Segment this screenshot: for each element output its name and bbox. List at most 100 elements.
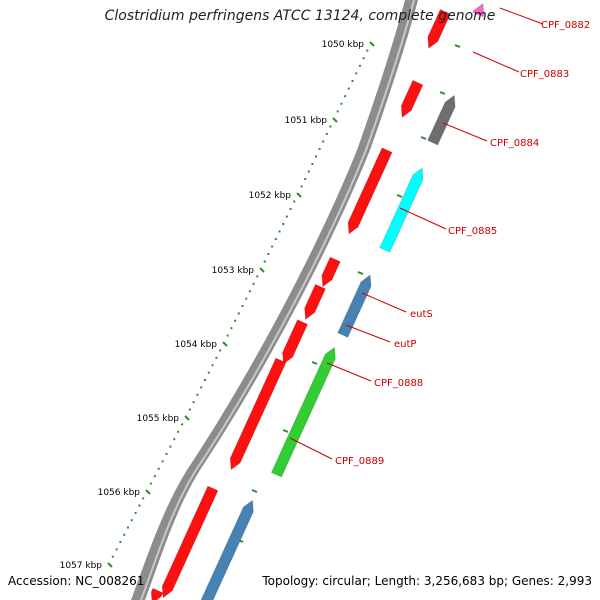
gene-arrow [400,79,424,119]
kbp-minor-tick [252,282,255,285]
kbp-minor-tick [237,312,240,315]
gene-label: CPF_0882 [541,20,590,31]
accession-text: Accession: NC_008261 [8,574,145,588]
label-leader [289,437,333,460]
kbp-minor-tick [188,408,191,411]
kbp-minor-tick [181,423,184,426]
kbp-minor-tick [344,95,347,98]
kbp-minor-tick [123,533,126,536]
gene-arrow [427,94,456,146]
kbp-minor-tick [173,438,176,441]
kbp-minor-tick [234,319,237,322]
kbp-label: 1051 kbp [285,116,328,126]
kbp-minor-tick [169,445,172,448]
gene-label: CPF_0888 [374,378,423,389]
kbp-minor-tick [207,371,210,374]
gene-arrow [379,167,424,253]
kbp-minor-tick [226,334,229,337]
kbp-minor-tick [157,467,160,470]
kbp-minor-tick [362,57,365,60]
kbp-minor-tick [285,215,288,218]
kbp-tick [222,341,228,347]
kbp-minor-tick [289,208,292,210]
label-leader [472,51,520,73]
backbone-highlight [140,0,415,600]
kbp-label: 1054 kbp [175,340,218,350]
kbp-minor-tick [282,223,285,225]
kbp-minor-tick [248,290,251,293]
kbp-minor-tick [355,72,358,75]
genome-backbone [131,0,418,600]
kbp-minor-tick [196,393,199,396]
kbp-minor-tick [149,482,152,485]
kbp-ruler: 1050 kbp 1051 kbp 1052 kbp 1053 kbp 1054 kbp… [60,40,461,571]
kbp-minor-tick [241,305,244,307]
gene-arrow [347,147,393,235]
gene-label: CPF_0885 [448,226,497,237]
kbp-tick [107,562,113,568]
gene-label: eutP [394,339,416,350]
label-leader [499,7,544,25]
backbone-band [131,0,418,600]
gene-labels: CPF_0882 CPF_0883 CPF_0884 CPF_0885 eutS eutP… [289,7,590,467]
gene-arrow [472,2,485,18]
kbp-minor-tick [322,140,325,143]
kbp-minor-tick [311,163,314,165]
inner-tick [282,429,289,433]
gene-arrow [270,346,336,478]
kbp-tick [184,415,190,421]
gene-label: eutS [410,309,433,320]
kbp-minor-tick [192,401,195,404]
inner-tick [396,194,403,198]
kbp-minor-tick [340,102,343,105]
kbp-label: 1052 kbp [249,191,292,201]
kbp-minor-tick [111,555,114,558]
kbp-minor-tick [119,541,122,544]
kbp-minor-tick [165,453,168,455]
label-leader [345,324,391,343]
kbp-minor-tick [115,548,118,551]
inner-tick [311,361,318,365]
inner-tick [439,91,446,95]
kbp-minor-tick [263,260,266,263]
kbp-minor-tick [271,245,274,248]
kbp-minor-tick [204,379,206,381]
kbp-tick [259,267,265,273]
label-leader [399,207,447,230]
kbp-label: 1056 kbp [98,488,141,498]
inner-tick [454,44,461,48]
kbp-minor-tick [127,526,129,529]
kbp-minor-tick [267,253,270,255]
kbp-minor-tick [134,511,137,514]
gene-arrow [337,274,372,339]
kbp-minor-tick [211,364,214,367]
gene-arrow [427,8,451,50]
kbp-minor-tick [245,297,248,300]
kbp-tick [296,192,302,198]
kbp-minor-tick [318,148,321,150]
kbp-label: 1050 kbp [322,40,365,50]
gene-arrow [321,256,341,288]
kbp-minor-tick [336,110,339,113]
gene-label: CPF_0883 [520,69,569,80]
map-title: Clostridium perfringens ATCC 13124, comp… [104,8,496,24]
gene-label: CPF_0889 [335,456,384,467]
kbp-label: 1055 kbp [137,414,180,424]
gene-track [150,2,485,600]
inner-tick [357,271,364,275]
kbp-minor-tick [200,386,203,389]
summary-text: Topology: circular; Length: 3,256,683 bp… [262,574,592,588]
kbp-minor-tick [307,170,310,173]
kbp-tick [332,117,338,123]
kbp-minor-tick [161,460,164,463]
gene-arrow [304,283,327,321]
inner-tick [420,136,427,140]
inner-tick [251,489,258,493]
gene-arrow [161,485,219,599]
kbp-minor-tick [315,155,317,158]
kbp-minor-tick [177,430,180,433]
kbp-minor-tick [351,80,354,82]
gene-label: CPF_0884 [490,138,539,149]
label-leader [361,292,407,313]
